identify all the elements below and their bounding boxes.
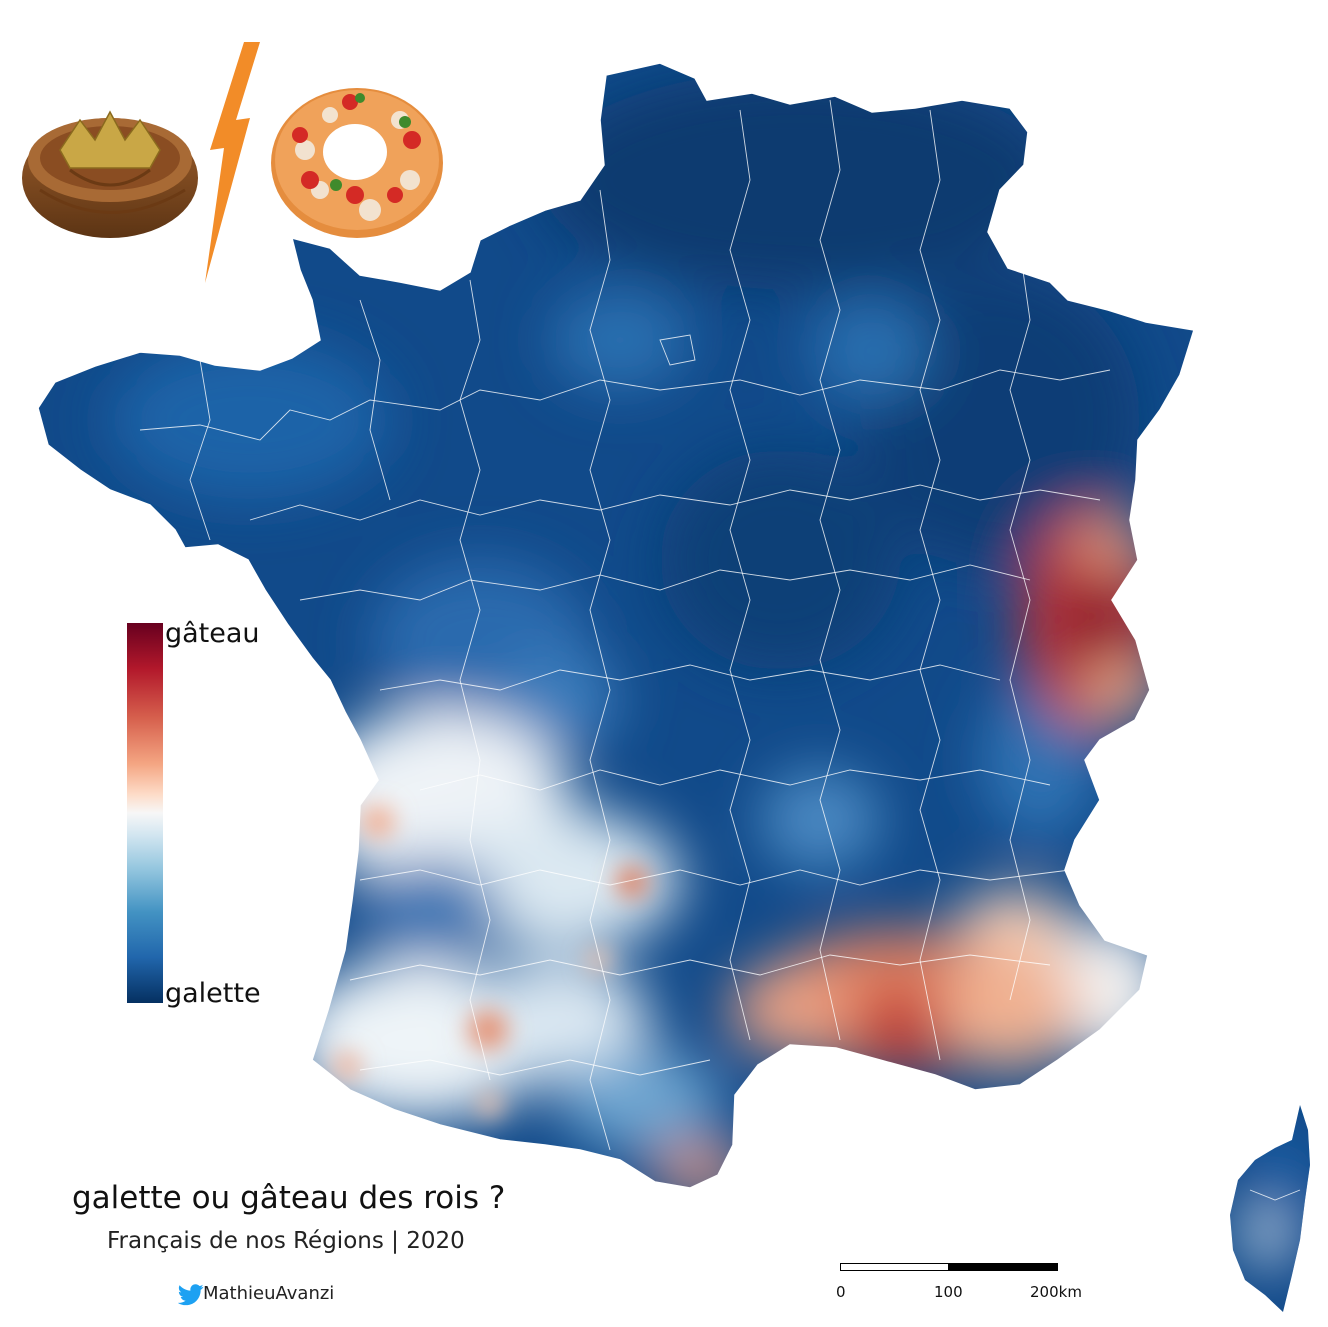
scale-segment-black — [948, 1263, 1058, 1271]
scale-label-100: 100 — [934, 1283, 963, 1301]
scale-label-200km: 200km — [1030, 1283, 1082, 1301]
twitter-bird-icon — [178, 1284, 204, 1306]
color-scale-legend — [127, 623, 163, 1003]
galette-des-rois-image — [22, 110, 198, 238]
map-title: galette ou gâteau des rois ? — [72, 1180, 506, 1216]
scale-label-0: 0 — [836, 1283, 846, 1301]
gateau-des-rois-image — [271, 88, 443, 238]
scale-bar: 0 100 200km — [836, 1262, 1082, 1312]
legend-bottom-label: galette — [165, 978, 261, 1009]
scale-segment-white — [840, 1263, 950, 1271]
author-handle: MathieuAvanzi — [203, 1283, 335, 1304]
map-subtitle: Français de nos Régions | 2020 — [107, 1228, 465, 1254]
department-borders — [139, 99, 1301, 1201]
versus-lightning-icon — [205, 42, 260, 283]
legend-top-label: gâteau — [165, 618, 260, 649]
